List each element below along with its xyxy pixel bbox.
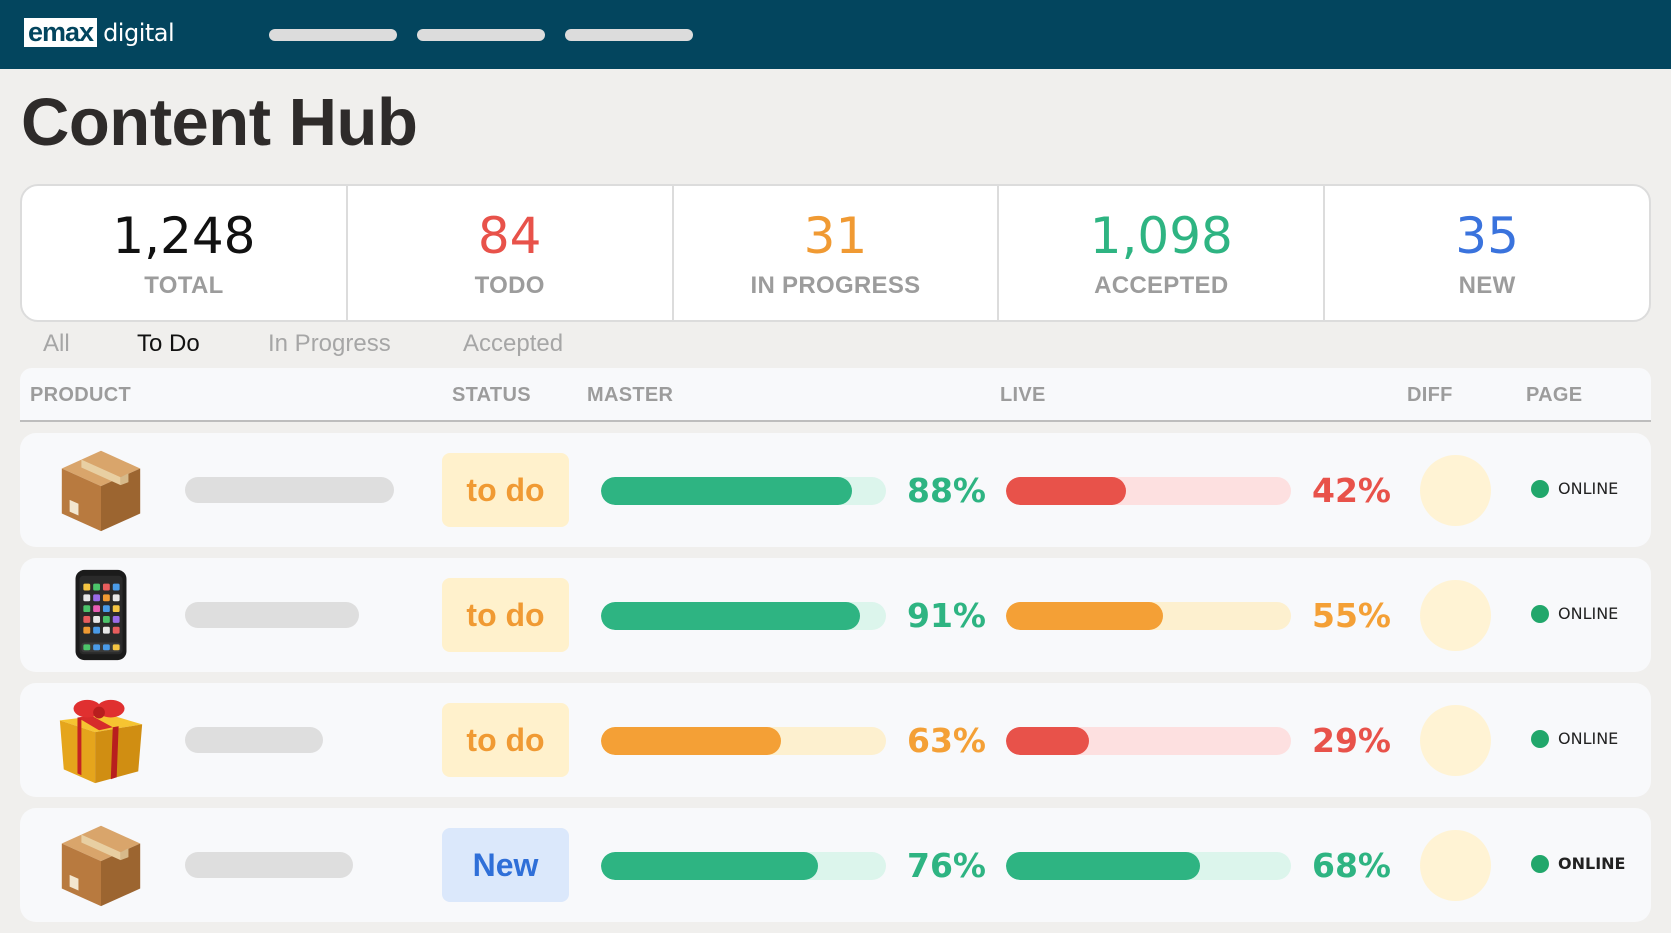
table-row[interactable]: to do 88% 42% ONLINE: [20, 433, 1651, 547]
master-progress-bar: [601, 727, 886, 755]
stat-card-in-progress[interactable]: 31 IN PROGRESS: [674, 186, 1000, 320]
table-row[interactable]: to do 91% 55% ONLINE: [20, 558, 1651, 672]
diff-indicator[interactable]: [1420, 455, 1491, 526]
master-percentage: 91%: [907, 596, 986, 635]
product-name-placeholder[interactable]: [185, 602, 359, 628]
stat-card-todo[interactable]: 84 TODO: [348, 186, 674, 320]
live-progress-fill: [1006, 852, 1200, 880]
status-badge[interactable]: to do: [442, 578, 569, 652]
column-header-status[interactable]: STATUS: [452, 384, 531, 406]
top-navigation-bar: emax digital: [0, 0, 1671, 69]
master-progress-fill: [601, 727, 781, 755]
page-status-label: ONLINE: [1558, 854, 1626, 873]
stat-label: IN PROGRESS: [750, 272, 921, 299]
live-progress-bar: [1006, 602, 1291, 630]
page-status-label: ONLINE: [1558, 604, 1619, 623]
stat-card-new[interactable]: 35 NEW: [1325, 186, 1649, 320]
table-row[interactable]: New 76% 68% ONLINE: [20, 808, 1651, 922]
live-progress-bar: [1006, 477, 1291, 505]
product-name-placeholder[interactable]: [185, 477, 394, 503]
emax-digital-logo[interactable]: emax digital: [24, 18, 175, 47]
logo-suffix: digital: [103, 18, 175, 47]
stat-value: 35: [1455, 207, 1519, 265]
tab-all[interactable]: All: [43, 330, 70, 357]
tab-accepted[interactable]: Accepted: [463, 330, 564, 357]
package-icon: [52, 441, 150, 539]
diff-indicator[interactable]: [1420, 705, 1491, 776]
tab-in-progress[interactable]: In Progress: [268, 330, 391, 357]
master-percentage: 88%: [907, 471, 986, 510]
online-status-dot-icon: [1531, 604, 1549, 623]
live-progress-fill: [1006, 477, 1126, 505]
column-header-product[interactable]: PRODUCT: [30, 384, 131, 406]
stats-summary: 1,248 TOTAL 84 TODO 31 IN PROGRESS 1,098…: [20, 184, 1651, 322]
tab-to-do[interactable]: To Do: [137, 330, 200, 357]
stat-value: 84: [477, 207, 542, 265]
master-progress-fill: [601, 852, 818, 880]
logo-brand: emax: [24, 18, 98, 47]
stat-label: TOTAL: [144, 272, 224, 299]
master-progress-fill: [601, 602, 861, 630]
page-title: Content Hub: [21, 85, 418, 160]
stat-value: 1,098: [1089, 207, 1233, 265]
master-progress-bar: [601, 477, 886, 505]
nav-item-placeholder[interactable]: [417, 29, 545, 41]
page-status-label: ONLINE: [1558, 729, 1619, 748]
stat-label: NEW: [1458, 272, 1516, 299]
stat-card-accepted[interactable]: 1,098 ACCEPTED: [999, 186, 1326, 320]
live-percentage: 42%: [1312, 471, 1391, 510]
master-progress-bar: [601, 852, 886, 880]
product-name-placeholder[interactable]: [185, 727, 323, 753]
online-status-dot-icon: [1531, 729, 1549, 748]
diff-indicator[interactable]: [1420, 580, 1491, 651]
live-progress-fill: [1006, 727, 1089, 755]
column-header-live[interactable]: LIVE: [1000, 384, 1046, 406]
column-header-diff[interactable]: DIFF: [1407, 384, 1453, 406]
live-progress-bar: [1006, 727, 1291, 755]
status-badge[interactable]: to do: [442, 703, 569, 777]
gift-icon: [52, 691, 150, 789]
live-percentage: 29%: [1312, 721, 1391, 760]
master-progress-bar: [601, 602, 886, 630]
smartphone-icon: [52, 566, 150, 664]
column-header-master[interactable]: MASTER: [587, 384, 674, 406]
status-badge[interactable]: to do: [442, 453, 569, 527]
master-percentage: 63%: [907, 721, 986, 760]
online-status-dot-icon: [1531, 479, 1549, 498]
table-row[interactable]: to do 63% 29% ONLINE: [20, 683, 1651, 797]
stat-card-total[interactable]: 1,248 TOTAL: [22, 186, 348, 320]
stat-value: 31: [803, 207, 868, 265]
nav-item-placeholder[interactable]: [269, 29, 397, 41]
live-percentage: 55%: [1312, 596, 1391, 635]
column-header-page[interactable]: PAGE: [1526, 384, 1583, 406]
product-name-placeholder[interactable]: [185, 852, 353, 878]
page-status: ONLINE: [1531, 729, 1618, 748]
page-status: ONLINE: [1531, 604, 1618, 623]
live-progress-fill: [1006, 602, 1163, 630]
page-status: ONLINE: [1531, 854, 1625, 873]
diff-indicator[interactable]: [1420, 830, 1491, 901]
nav-item-placeholder[interactable]: [565, 29, 693, 41]
filter-tabs: All To Do In Progress Accepted: [0, 330, 700, 362]
stat-value: 1,248: [112, 207, 256, 265]
page-status: ONLINE: [1531, 479, 1618, 498]
package-icon: [52, 816, 150, 914]
stat-label: TODO: [474, 272, 545, 299]
status-badge[interactable]: New: [442, 828, 569, 902]
page-status-label: ONLINE: [1558, 479, 1619, 498]
master-progress-fill: [601, 477, 852, 505]
online-status-dot-icon: [1531, 854, 1549, 873]
master-percentage: 76%: [907, 846, 986, 885]
table-header: PRODUCT STATUS MASTER LIVE DIFF PAGE: [20, 368, 1651, 422]
live-percentage: 68%: [1312, 846, 1391, 885]
stat-label: ACCEPTED: [1094, 272, 1229, 299]
live-progress-bar: [1006, 852, 1291, 880]
